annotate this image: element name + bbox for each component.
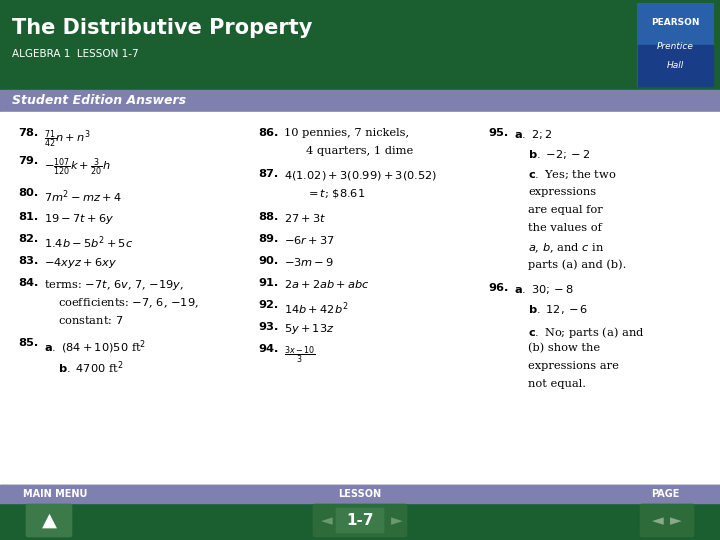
Text: $\mathbf{a}.$ $(84 + 10)50$ ft$^2$: $\mathbf{a}.$ $(84 + 10)50$ ft$^2$ — [44, 338, 146, 356]
Text: $2a + 2ab + abc$: $2a + 2ab + abc$ — [284, 278, 370, 290]
Text: expressions: expressions — [528, 187, 596, 197]
Text: Hall: Hall — [667, 61, 684, 70]
Text: 96.: 96. — [488, 283, 508, 293]
Text: (b) show the: (b) show the — [528, 343, 600, 353]
Text: are equal for: are equal for — [528, 205, 603, 215]
Text: ►: ► — [391, 513, 402, 528]
FancyBboxPatch shape — [313, 504, 407, 537]
Text: PEARSON: PEARSON — [652, 17, 700, 26]
Bar — [638, 45, 713, 86]
Text: $7m^2 - mz + 4$: $7m^2 - mz + 4$ — [44, 188, 122, 205]
Text: not equal.: not equal. — [528, 379, 586, 389]
Text: 89.: 89. — [258, 234, 279, 244]
Text: ►: ► — [670, 513, 682, 528]
Text: 82.: 82. — [18, 234, 38, 244]
Text: $\mathbf{a}.$ $2; 2$: $\mathbf{a}.$ $2; 2$ — [514, 128, 552, 141]
Text: coefficients: $-7$, $6$, $-19$,: coefficients: $-7$, $6$, $-19$, — [58, 296, 199, 309]
Text: 80.: 80. — [18, 188, 38, 198]
Text: $\mathbf{c}.$ Yes; the two: $\mathbf{c}.$ Yes; the two — [528, 169, 616, 181]
Text: $\frac{3x - 10}{3}$: $\frac{3x - 10}{3}$ — [284, 344, 315, 366]
Text: $27 + 3t$: $27 + 3t$ — [284, 212, 326, 224]
Text: PAGE: PAGE — [651, 489, 679, 499]
Bar — [0, 485, 720, 540]
Text: 88.: 88. — [258, 212, 279, 222]
Text: 10 pennies, 7 nickels,: 10 pennies, 7 nickels, — [284, 128, 409, 138]
Text: $= t$; $\$8.61$: $= t$; $\$8.61$ — [306, 187, 365, 200]
Text: $14b + 42b^2$: $14b + 42b^2$ — [284, 300, 348, 316]
Text: $1.4b - 5b^2 + 5c$: $1.4b - 5b^2 + 5c$ — [44, 234, 133, 251]
Text: $a$, $b$, and $c$ in: $a$, $b$, and $c$ in — [528, 241, 604, 254]
Text: $\mathbf{b}.$ $12, -6$: $\mathbf{b}.$ $12, -6$ — [528, 303, 588, 316]
FancyBboxPatch shape — [640, 504, 694, 537]
Text: 90.: 90. — [258, 256, 278, 266]
Text: $-\frac{107}{120}k + \frac{3}{20}h$: $-\frac{107}{120}k + \frac{3}{20}h$ — [44, 156, 111, 178]
Text: ◄: ◄ — [652, 513, 664, 528]
Text: expressions are: expressions are — [528, 361, 619, 371]
Text: 92.: 92. — [258, 300, 278, 310]
Text: 86.: 86. — [258, 128, 279, 138]
FancyBboxPatch shape — [26, 504, 72, 537]
Text: $-4xyz + 6xy$: $-4xyz + 6xy$ — [44, 256, 117, 270]
Text: $\mathbf{b}.$ $-2; -2$: $\mathbf{b}.$ $-2; -2$ — [528, 148, 590, 161]
Text: $-3m - 9$: $-3m - 9$ — [284, 256, 334, 268]
Text: 1-7: 1-7 — [346, 513, 374, 528]
Text: 84.: 84. — [18, 278, 38, 288]
Text: 83.: 83. — [18, 256, 38, 266]
Text: ▲: ▲ — [42, 511, 56, 530]
Text: ALGEBRA 1  LESSON 1-7: ALGEBRA 1 LESSON 1-7 — [12, 49, 139, 59]
Bar — [0, 0, 720, 90]
Text: Prentice: Prentice — [657, 42, 694, 51]
Text: the values of: the values of — [528, 223, 602, 233]
Text: $\mathbf{a}.$ $30; -8$: $\mathbf{a}.$ $30; -8$ — [514, 283, 574, 296]
Bar — [0, 90, 720, 112]
Text: $\frac{71}{42}n + n^3$: $\frac{71}{42}n + n^3$ — [44, 128, 91, 150]
Text: 79.: 79. — [18, 156, 38, 166]
Text: $-6r + 37$: $-6r + 37$ — [284, 234, 335, 246]
Text: ◄: ◄ — [321, 513, 333, 528]
Bar — [638, 4, 713, 86]
Text: $\mathbf{c}.$ No; parts (a) and: $\mathbf{c}.$ No; parts (a) and — [528, 325, 644, 340]
Bar — [0, 112, 720, 485]
Text: $19 - 7t + 6y$: $19 - 7t + 6y$ — [44, 212, 114, 226]
Text: 4 quarters, 1 dime: 4 quarters, 1 dime — [306, 146, 413, 156]
Text: MAIN MENU: MAIN MENU — [23, 489, 87, 499]
Text: $4(1.02) + 3(0.99) + 3(0.52)$: $4(1.02) + 3(0.99) + 3(0.52)$ — [284, 169, 437, 182]
Text: 78.: 78. — [18, 128, 38, 138]
FancyBboxPatch shape — [336, 508, 384, 533]
Text: parts (a) and (b).: parts (a) and (b). — [528, 259, 626, 269]
Text: 87.: 87. — [258, 169, 278, 179]
Text: 94.: 94. — [258, 344, 279, 354]
Text: 95.: 95. — [488, 128, 508, 138]
Text: 85.: 85. — [18, 338, 38, 348]
Text: $\mathbf{b}.$ $4700$ ft$^2$: $\mathbf{b}.$ $4700$ ft$^2$ — [58, 359, 123, 376]
Bar — [0, 485, 720, 503]
Text: terms: $-7t$, $6v$, $7$, $-19y$,: terms: $-7t$, $6v$, $7$, $-19y$, — [44, 278, 184, 292]
Text: The Distributive Property: The Distributive Property — [12, 18, 312, 38]
Text: 81.: 81. — [18, 212, 38, 222]
Text: 93.: 93. — [258, 322, 279, 332]
Text: 91.: 91. — [258, 278, 278, 288]
Text: Student Edition Answers: Student Edition Answers — [12, 94, 186, 107]
Text: $5y + 13z$: $5y + 13z$ — [284, 322, 335, 336]
Text: LESSON: LESSON — [338, 489, 382, 499]
Text: constant: $7$: constant: $7$ — [58, 314, 123, 326]
